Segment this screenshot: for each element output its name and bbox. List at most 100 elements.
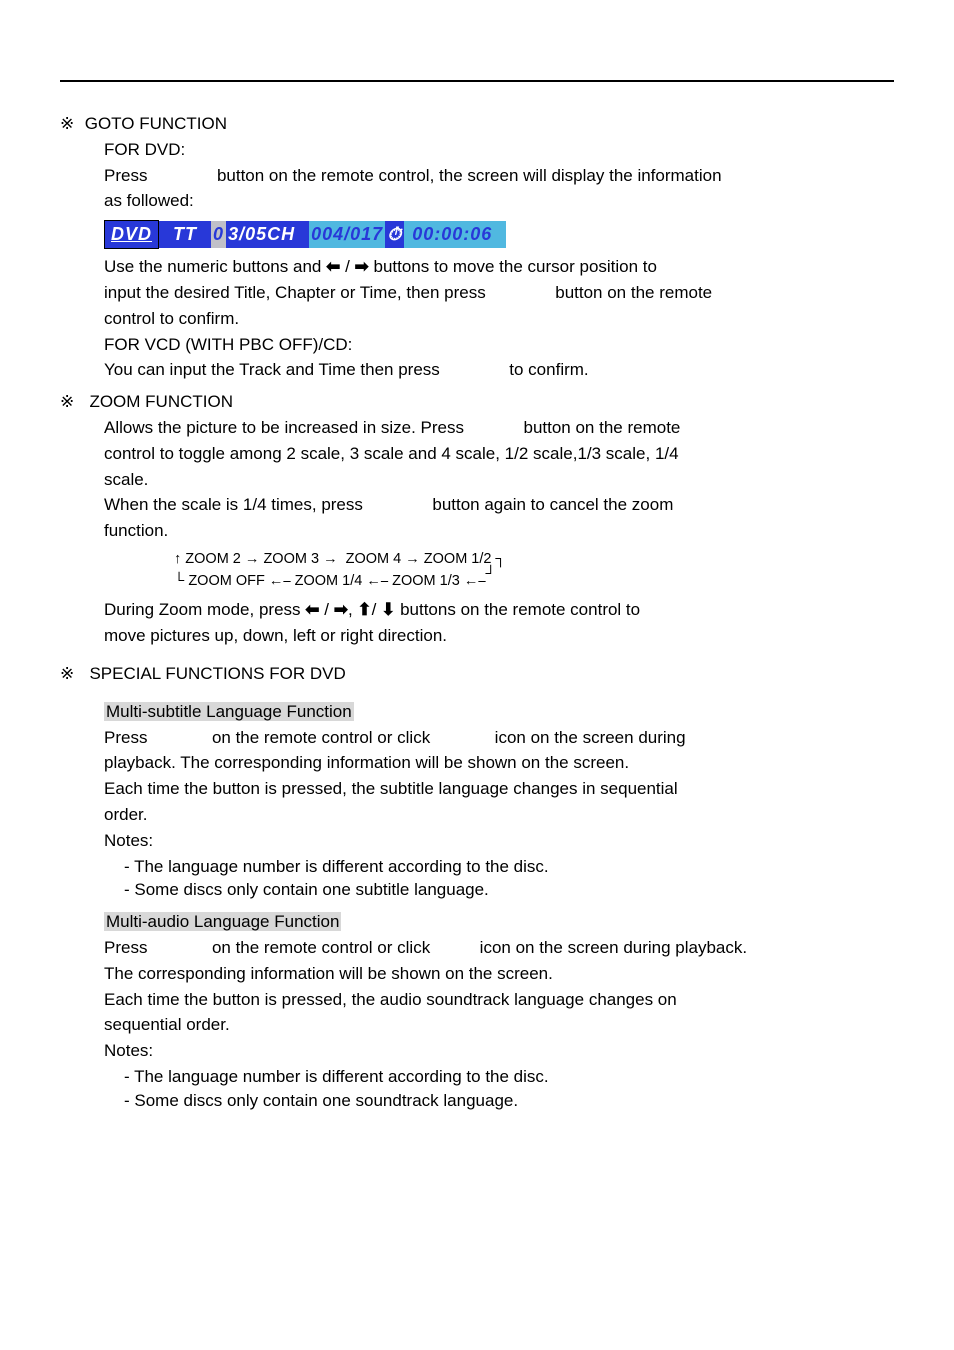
text: Use the numeric buttons and	[104, 257, 321, 276]
for-dvd-label: FOR DVD:	[104, 138, 894, 162]
text: button on the remote control, the screen…	[217, 166, 722, 185]
sub2-notes-label: Notes:	[104, 1039, 894, 1063]
special-body: Multi-subtitle Language Function Press o…	[104, 700, 894, 1113]
text: 3/05CH	[228, 224, 295, 244]
dvd-badge: DVD	[104, 220, 159, 249]
left-arrow-icon: ←	[464, 573, 479, 589]
section-symbol: ※	[60, 662, 80, 686]
text: on the remote control or click	[212, 938, 430, 957]
bar-time1: 004/017	[309, 221, 385, 248]
text: ZOOM 1/2	[424, 551, 492, 567]
text: to confirm.	[509, 360, 588, 379]
left-arrow-icon: ⬅	[305, 600, 319, 619]
left-arrow-icon: ←	[366, 573, 381, 589]
goto-title: GOTO FUNCTION	[85, 114, 227, 133]
text: input the desired Title, Chapter or Time…	[104, 283, 486, 302]
sub1-heading: Multi-subtitle Language Function	[104, 702, 354, 721]
vcd-line: You can input the Track and Time then pr…	[104, 358, 894, 382]
bar-clock: ⏱	[385, 221, 404, 248]
left-arrow-icon: ⬅	[326, 257, 340, 276]
text: ZOOM 1/3	[392, 573, 460, 589]
text: /	[372, 600, 381, 619]
zoom-line4: When the scale is 1/4 times, press butto…	[104, 493, 894, 517]
sub2-line1: Press on the remote control or click ico…	[104, 936, 894, 960]
special-heading-row: ※ SPECIAL FUNCTIONS FOR DVD	[60, 662, 894, 686]
right-arrow-icon: →	[405, 551, 420, 567]
text: ZOOM OFF	[188, 573, 265, 589]
right-arrow-icon: →	[245, 551, 260, 567]
section-symbol: ※	[60, 112, 80, 136]
sub1-notes-list: The language number is different accordi…	[104, 855, 894, 903]
sub2-line3: Each time the button is pressed, the aud…	[104, 988, 894, 1012]
bar-tt: TT	[159, 221, 211, 248]
osd-display-bar: DVD TT 0 3/05CH 004/017 ⏱ 00:00:06	[104, 221, 506, 247]
zoom-heading-row: ※ ZOOM FUNCTION	[60, 390, 894, 414]
right-arrow-icon: ➡	[334, 600, 348, 619]
zoom-line3: scale.	[104, 468, 894, 492]
zoom-row-top: ↑ ZOOM 2 → ZOOM 3 → ZOOM 4 → ZOOM 1/2 ┐	[174, 549, 894, 571]
for-vcd-label: FOR VCD (WITH PBC OFF)/CD:	[104, 333, 894, 357]
sub2-line4: sequential order.	[104, 1013, 894, 1037]
list-item: The language number is different accordi…	[124, 1065, 894, 1089]
text: TT	[173, 224, 197, 244]
zoom-line2: control to toggle among 2 scale, 3 scale…	[104, 442, 894, 466]
sub1-heading-wrap: Multi-subtitle Language Function	[104, 700, 894, 724]
zoom-line1: Allows the picture to be increased in si…	[104, 416, 894, 440]
right-arrow-icon: ➡	[355, 257, 369, 276]
down-arrow-icon: ⬇	[381, 600, 395, 619]
text: ,	[348, 600, 357, 619]
text: buttons to move the cursor position to	[374, 257, 658, 276]
sub2-heading: Multi-audio Language Function	[104, 912, 341, 931]
sub1-line3: Each time the button is pressed, the sub…	[104, 777, 894, 801]
line-icon: ⎯	[283, 573, 290, 589]
text: /	[320, 600, 334, 619]
text: ZOOM 2	[185, 551, 241, 567]
text: ZOOM 3	[263, 551, 319, 567]
corner-icon: └	[174, 573, 184, 589]
text: button on the remote	[555, 283, 712, 302]
sub2-heading-wrap: Multi-audio Language Function	[104, 910, 894, 934]
text: button on the remote	[523, 418, 680, 437]
zoom-during-line2: move pictures up, down, left or right di…	[104, 624, 894, 648]
up-arrow-icon: ↑	[174, 551, 181, 567]
sub1-line1: Press on the remote control or click ico…	[104, 726, 894, 750]
zoom-title: ZOOM FUNCTION	[89, 392, 233, 411]
goto-use-line2: input the desired Title, Chapter or Time…	[104, 281, 894, 305]
text: button again to cancel the zoom	[432, 495, 673, 514]
text: Allows the picture to be increased in si…	[104, 418, 464, 437]
text: 00:00:06	[412, 224, 492, 244]
text: ZOOM 1/4	[295, 573, 363, 589]
goto-heading-row: ※ GOTO FUNCTION	[60, 112, 894, 136]
list-item: Some discs only contain one subtitle lan…	[124, 878, 894, 902]
text: You can input the Track and Time then pr…	[104, 360, 440, 379]
goto-use-line3: control to confirm.	[104, 307, 894, 331]
right-arrow-icon: →	[323, 551, 338, 567]
text: Press	[104, 938, 147, 957]
zoom-row-bottom: └ ZOOM OFF ←⎯ ZOOM 1/4 ←⎯ ZOOM 1/3 ←⎯┘	[174, 571, 894, 593]
zoom-line5: function.	[104, 519, 894, 543]
text: When the scale is 1/4 times, press	[104, 495, 363, 514]
text: icon on the screen during playback.	[480, 938, 747, 957]
corner-icon: ┐	[496, 551, 506, 567]
goto-use-line: Use the numeric buttons and ⬅ / ➡ button…	[104, 255, 894, 279]
left-arrow-icon: ←	[269, 573, 284, 589]
bar-ch2: 3/05CH	[226, 221, 309, 248]
up-arrow-icon: ⬆	[357, 600, 371, 619]
line-icon: ⎯	[381, 573, 388, 589]
bar-time2: 00:00:06	[404, 221, 506, 248]
zoom-body: Allows the picture to be increased in si…	[104, 416, 894, 648]
text: ZOOM 4	[346, 551, 402, 567]
zoom-during-line: During Zoom mode, press ⬅ / ➡, ⬆/ ⬇ butt…	[104, 598, 894, 622]
special-title: SPECIAL FUNCTIONS FOR DVD	[89, 664, 345, 683]
goto-press-line: Press button on the remote control, the …	[104, 164, 894, 188]
sub2-line2: The corresponding information will be sh…	[104, 962, 894, 986]
zoom-cycle-diagram: ↑ ZOOM 2 → ZOOM 3 → ZOOM 4 → ZOOM 1/2 ┐ …	[174, 549, 894, 593]
sub1-line4: order.	[104, 803, 894, 827]
text: on the remote control or click	[212, 728, 430, 747]
text: Press	[104, 166, 147, 185]
text: Press	[104, 728, 147, 747]
line-icon: ⎯	[478, 573, 485, 589]
sub1-notes-label: Notes:	[104, 829, 894, 853]
list-item: The language number is different accordi…	[124, 855, 894, 879]
text: buttons on the remote control to	[400, 600, 640, 619]
